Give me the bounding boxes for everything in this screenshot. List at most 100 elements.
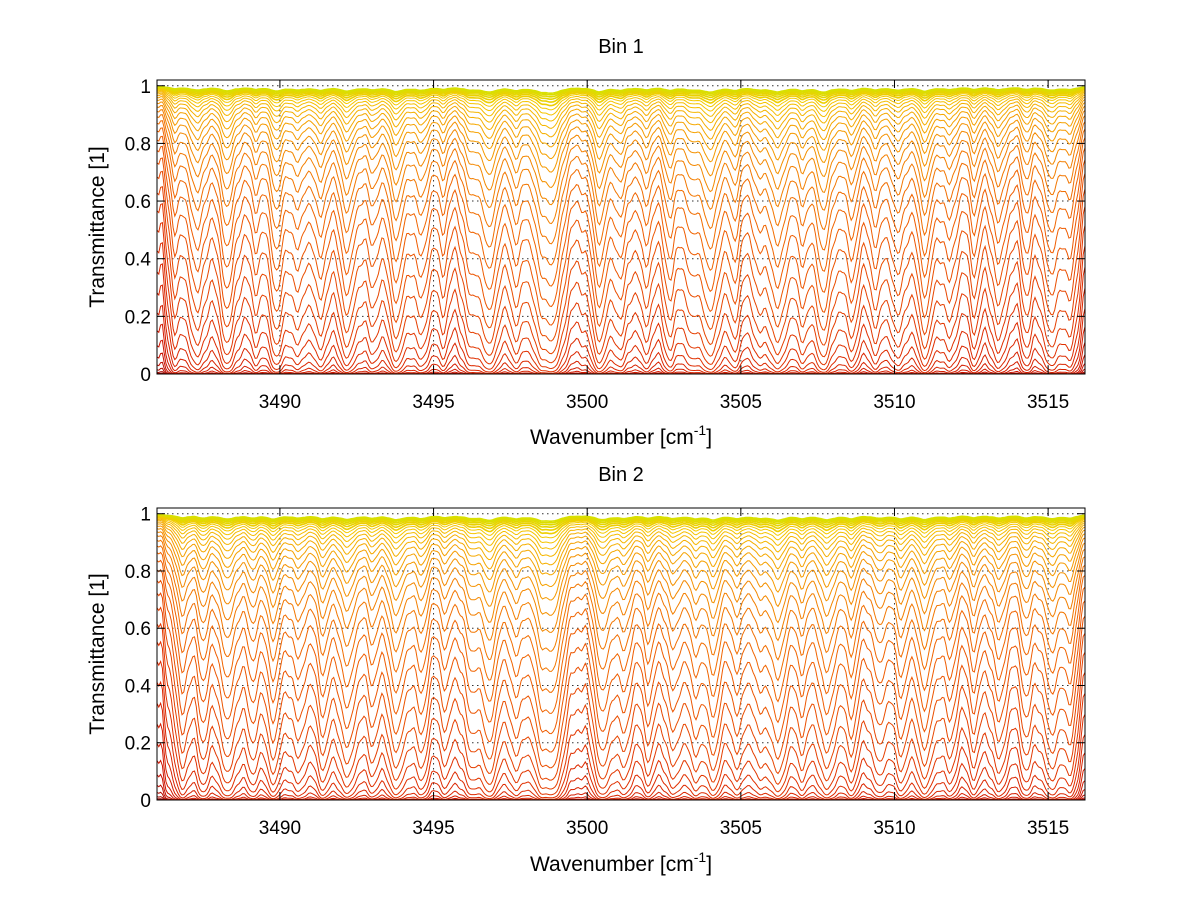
spectrum-line: [156, 114, 1086, 245]
spectrum-line: [156, 120, 1086, 266]
y-axis-label: Transmittance [1]: [86, 573, 109, 734]
spectrum-line: [156, 680, 1086, 801]
spectrum-line: [156, 145, 1086, 326]
y-tick-label: 1: [140, 77, 151, 98]
y-ticks: 0 0.2 0.4 0.6 0.8 1: [125, 77, 1085, 386]
spectrum-line: [156, 101, 1086, 189]
spectrum-line: [156, 513, 1085, 522]
spectrum-line: [157, 86, 1086, 98]
spectrum-line: [156, 521, 1086, 576]
y-tick-label: 0.4: [125, 676, 152, 697]
y-tick-label: 0.4: [125, 250, 152, 271]
y-tick-label: 0: [140, 365, 151, 386]
spectrum-line: [156, 701, 1086, 801]
y-tick-label: 0.8: [125, 134, 151, 155]
spectrum-line: [156, 87, 1086, 107]
spectrum-line: [156, 263, 1086, 375]
spectrum-line: [157, 87, 1086, 103]
y-tick-label: 0.2: [125, 734, 151, 755]
spectrum-line: [156, 659, 1086, 800]
spectrum-line: [156, 90, 1086, 122]
spectrum-line: [157, 514, 1086, 526]
y-tick-label: 0: [140, 791, 151, 812]
spectrum-line: [156, 592, 1086, 781]
spectrum-line: [156, 109, 1086, 225]
x-tick-label: 3490: [259, 818, 301, 839]
chart-title: Bin 2: [598, 464, 644, 486]
y-tick-label: 0.2: [125, 307, 151, 328]
spectrum-line: [156, 535, 1086, 652]
x-axis-label: Wavenumber [cm-1]: [530, 422, 712, 449]
spectrum-line: [156, 135, 1086, 308]
x-tick-label: 3515: [1027, 392, 1069, 413]
spectrum-line: [156, 741, 1086, 801]
spectrum-line: [156, 284, 1086, 375]
x-tick-label: 3510: [873, 392, 915, 413]
panel-bin-1: Bin 1 3490 3495 3500 3505 3510 3515 0 0.2 0.4 0.…: [86, 36, 1086, 449]
spectrum-line: [156, 91, 1086, 129]
spectrum-line: [156, 242, 1086, 374]
spectra-curves: [156, 513, 1086, 801]
spectrum-line: [156, 640, 1086, 799]
x-tick-label: 3515: [1027, 818, 1069, 839]
spectrum-line: [156, 523, 1086, 588]
spectrum-line: [156, 606, 1086, 790]
y-tick-label: 0.8: [125, 562, 151, 583]
spectrum-line: [156, 515, 1086, 535]
y-axis-label: Transmittance [1]: [86, 146, 109, 307]
spectrum-line: [156, 104, 1086, 206]
spectrum-line: [156, 622, 1086, 796]
spectrum-line: [156, 170, 1086, 355]
spectrum-line: [156, 185, 1086, 364]
spectrum-line: [156, 516, 1086, 539]
spectrum-line: [156, 551, 1086, 714]
spectrum-line: [156, 531, 1086, 633]
spectrum-line: [156, 539, 1086, 672]
x-tick-label: 3505: [720, 818, 762, 839]
x-tick-label: 3490: [259, 392, 301, 413]
spectrum-line: [156, 157, 1086, 342]
x-tick-label: 3505: [720, 392, 762, 413]
spectrum-line: [156, 127, 1086, 287]
plot-frame: [156, 79, 1086, 375]
spectrum-line: [156, 86, 1086, 100]
spectrum-line: [156, 559, 1086, 735]
plot-frame: [156, 507, 1086, 801]
spectrum-line: [156, 514, 1086, 528]
spectrum-line: [156, 525, 1086, 601]
spectrum-line: [156, 568, 1086, 753]
spectrum-line: [156, 528, 1086, 616]
spectrum-line: [156, 579, 1086, 769]
x-ticks: 3490 3495 3500 3505 3510 3515: [259, 508, 1069, 839]
spectrum-line: [156, 92, 1086, 138]
spectrum-line: [156, 86, 1086, 94]
x-tick-label: 3495: [412, 818, 454, 839]
spectrum-line: [156, 98, 1086, 173]
panel-bin-2: Bin 2 3490 3495 3500 3505 3510 3515 0 0.2 0.4 0.…: [86, 464, 1086, 876]
x-tick-label: 3510: [873, 818, 915, 839]
spectrum-line: [156, 94, 1086, 148]
spectrum-line: [156, 516, 1086, 544]
chart-title: Bin 1: [598, 36, 644, 58]
x-ticks: 3490 3495 3500 3505 3510 3515: [259, 80, 1069, 413]
spectra-curves: [156, 86, 1086, 375]
spectrum-line: [157, 515, 1086, 531]
y-ticks: 0 0.2 0.4 0.6 0.8 1: [125, 505, 1085, 812]
spectrum-line: [156, 221, 1086, 373]
spectrum-line: [156, 517, 1086, 550]
y-tick-label: 1: [140, 505, 151, 526]
spectrum-line: [156, 96, 1086, 160]
x-tick-label: 3500: [566, 392, 608, 413]
spectrum-line: [156, 518, 1086, 557]
spectrum-line: [156, 545, 1086, 693]
spectrum-line: [157, 89, 1086, 116]
x-axis-label: Wavenumber [cm-1]: [530, 849, 712, 876]
spectrum-line: [156, 203, 1086, 370]
spectrum-line: [157, 88, 1086, 111]
spectrum-line: [156, 519, 1086, 566]
y-tick-label: 0.6: [125, 619, 151, 640]
x-tick-label: 3495: [412, 392, 454, 413]
x-tick-label: 3500: [566, 818, 608, 839]
grid-lines: [157, 508, 1085, 801]
